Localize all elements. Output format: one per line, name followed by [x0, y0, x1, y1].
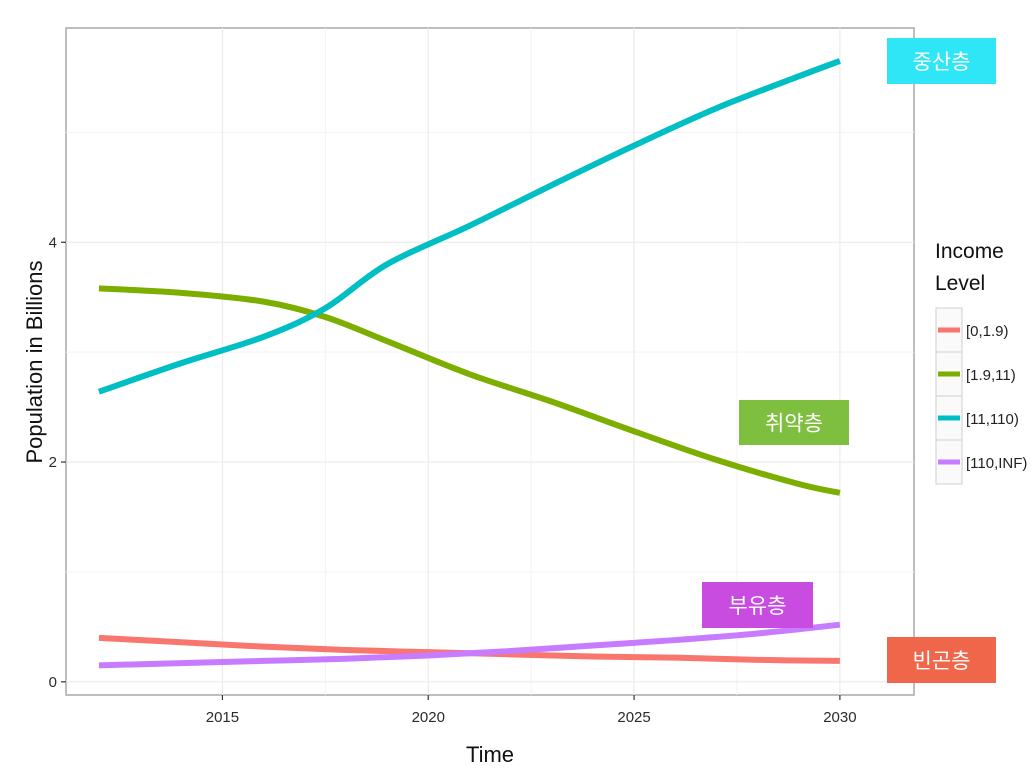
y-axis-title: Population in Billions: [22, 260, 47, 463]
x-tick-label: 2015: [206, 709, 239, 726]
legend-title: Income Level: [935, 240, 1004, 295]
annotation-box: [702, 582, 813, 628]
legend-label: [1.9,11): [966, 367, 1016, 384]
y-tick-label: 4: [49, 234, 57, 251]
legend-label: [110,INF): [966, 455, 1027, 472]
x-tick-label: 2030: [823, 709, 856, 726]
annotation-box: [739, 400, 849, 445]
series-line-2: [98, 285, 841, 496]
y-axis: 0 2 4: [49, 234, 66, 691]
annotation-label: 취약층: [765, 412, 823, 436]
x-axis-title: Time: [466, 742, 514, 767]
series-line-3: [97, 58, 841, 395]
y-tick-label: 2: [49, 454, 57, 471]
x-tick-label: 2025: [617, 709, 650, 726]
legend-label: [11,110): [966, 411, 1019, 428]
annotation-box: [887, 637, 996, 683]
annotation-label: 중산층: [913, 50, 971, 74]
grid-lines: [66, 28, 914, 695]
annotation-box: [887, 38, 996, 84]
y-tick-label: 0: [49, 674, 57, 691]
x-axis: 2015 2020 2025 2030: [206, 695, 857, 726]
legend-label: [0,1.9): [966, 323, 1009, 340]
legend: Income Level [0,1.9) [1.9,11) [11,110) [110,…: [935, 240, 1027, 485]
annotation-label: 부유층: [729, 594, 787, 618]
series-line-4: [98, 621, 841, 669]
annotation-label: 빈곤층: [913, 649, 971, 673]
x-tick-label: 2020: [412, 709, 445, 726]
series-lines: [97, 58, 841, 669]
